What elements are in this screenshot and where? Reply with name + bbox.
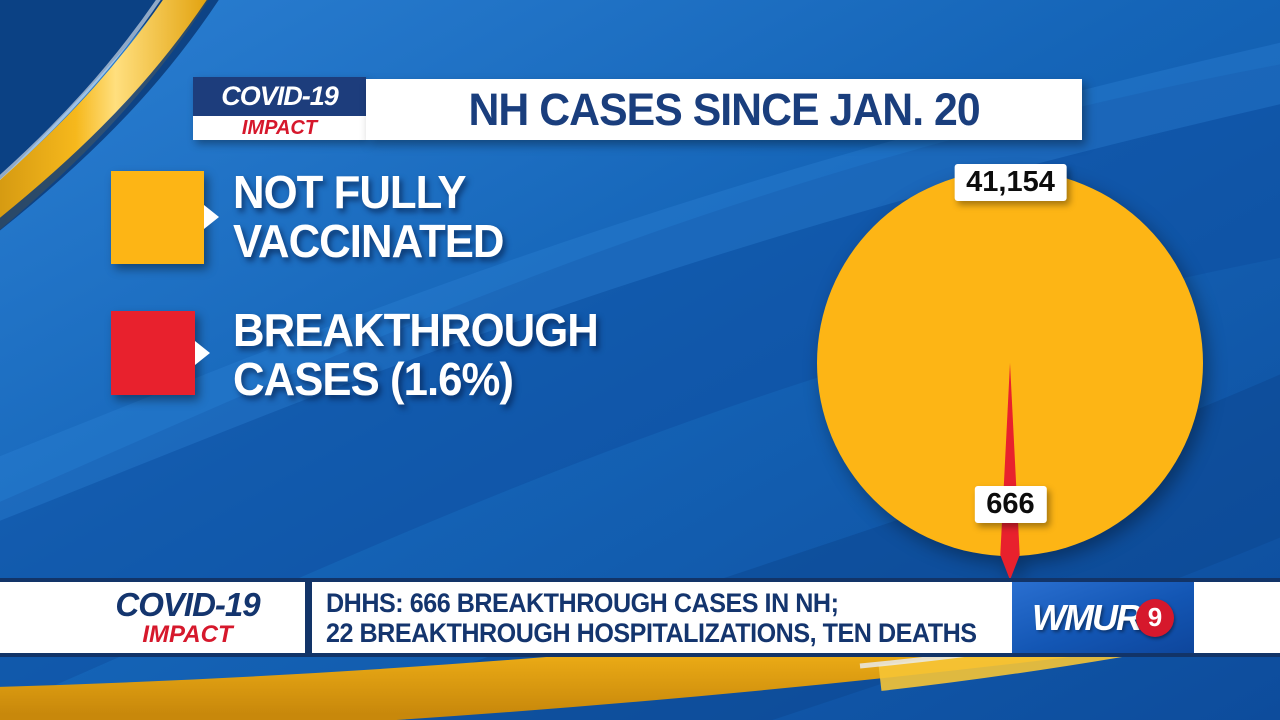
pie-chart: 41,154 666 [808,150,1213,590]
headline-bar: NH CASES SINCE JAN. 20 [366,79,1082,140]
legend-label-line: CASES (1.6%) [233,353,514,405]
lower-badge-covid19-label: COVID-19 [115,585,260,623]
lower-third-divider [305,582,312,653]
pie-slice-breakthrough [1000,363,1020,580]
wmur-channel-9-badge: 9 [1135,598,1174,637]
legend-pointer-icon [195,341,210,365]
legend-label-not-vaccinated: NOT FULLY VACCINATED [233,166,504,267]
legend-swatch-not-vaccinated [111,171,204,264]
ticker-line-2: 22 BREAKTHROUGH HOSPITALIZATIONS, TEN DE… [326,617,977,648]
pie-data-label-breakthrough: 666 [974,486,1047,523]
legend-label-breakthrough: BREAKTHROUGH CASES (1.6%) [233,304,599,405]
lower-badge-impact-label: IMPACT [142,620,233,648]
pie-data-label-total: 41,154 [954,164,1067,201]
ticker-line-1: DHHS: 666 BREAKTHROUGH CASES IN NH; [326,587,839,618]
ticker-text: DHHS: 666 BREAKTHROUGH CASES IN NH; 22 B… [312,582,1012,653]
legend-label-line: BREAKTHROUGH [233,304,599,356]
wmur-logo: WMUR 9 [1012,582,1194,653]
badge-covid19-label: COVID-19 [193,77,366,116]
badge-impact-label: IMPACT [193,116,366,140]
legend-pointer-icon [204,205,219,229]
wmur-wordmark: WMUR [1032,596,1142,638]
lower-third-right-spacer [1194,582,1280,653]
pie-chart-svg [817,170,1203,580]
lower-third-covid19-impact-badge: COVID-19 IMPACT [0,582,305,653]
lower-third: COVID-19 IMPACT DHHS: 666 BREAKTHROUGH C… [0,578,1280,657]
legend-swatch-breakthrough [111,311,195,395]
page-title: NH CASES SINCE JAN. 20 [468,83,980,135]
legend-label-line: NOT FULLY [233,166,467,218]
covid19-impact-badge: COVID-19 IMPACT [193,77,366,140]
legend-label-line: VACCINATED [233,215,504,267]
